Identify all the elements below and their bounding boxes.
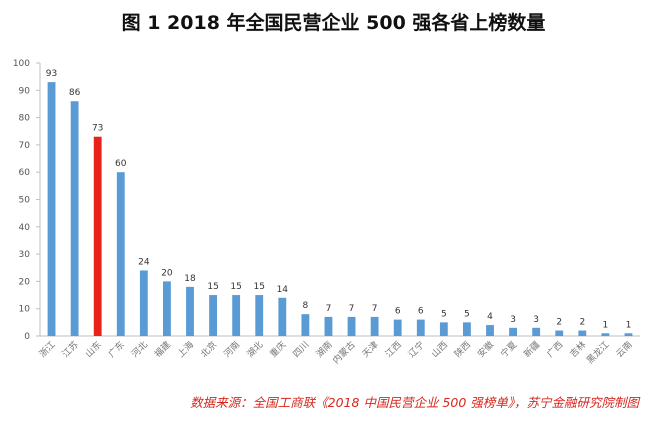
bar <box>139 270 148 336</box>
bar-value-label: 15 <box>207 282 218 292</box>
bar-value-label: 2 <box>556 318 562 328</box>
bar-value-label: 15 <box>254 282 265 292</box>
x-tick-label: 江苏 <box>60 339 81 360</box>
bar <box>324 316 333 336</box>
bar-value-label: 73 <box>92 124 103 134</box>
axes: 0 10 20 30 40 50 60 70 80 90 100 <box>13 59 640 342</box>
bar <box>393 319 402 336</box>
x-tick-label: 广东 <box>106 339 127 360</box>
bar-value-label: 24 <box>138 257 150 267</box>
bar <box>439 322 448 336</box>
bar-value-label: 1 <box>603 320 609 330</box>
bar-value-label: 6 <box>418 307 424 317</box>
y-tick-label: 80 <box>19 114 31 124</box>
x-tick-label: 天津 <box>360 339 381 360</box>
x-tick-label: 山西 <box>429 339 450 360</box>
x-tick-label: 吉林 <box>567 339 588 360</box>
bar <box>232 295 241 336</box>
bar <box>555 330 564 336</box>
y-tick-label: 60 <box>19 168 31 178</box>
bar <box>578 330 587 336</box>
bar <box>186 286 194 336</box>
bar <box>93 136 102 336</box>
bar <box>486 325 494 336</box>
bar <box>163 281 171 336</box>
x-tick-label: 陕西 <box>452 339 473 360</box>
x-tick-label: 北京 <box>198 339 219 360</box>
y-tick-label: 40 <box>19 223 31 233</box>
x-tick-label: 浙江 <box>36 339 57 360</box>
bar <box>370 316 379 336</box>
x-tick-label: 江西 <box>383 339 404 360</box>
bar-value-label: 7 <box>326 304 332 314</box>
bar-value-label: 3 <box>533 315 539 325</box>
bar <box>601 333 610 336</box>
source-note: 数据来源：全国工商联《2018 中国民营企业 500 强榜单》，苏宁金融研究院制… <box>190 395 639 410</box>
bar-value-label: 3 <box>510 315 516 325</box>
y-tick-label: 100 <box>13 59 30 69</box>
bar-value-label: 7 <box>349 304 355 314</box>
x-tick-label: 湖北 <box>245 339 266 360</box>
x-tick-label: 云南 <box>613 339 634 360</box>
y-tick-label: 30 <box>19 250 31 260</box>
labels: 93浙江86江苏73山东60广东24河北20福建18上海15北京15河南15湖北… <box>36 69 634 366</box>
y-tick-label: 50 <box>19 196 31 206</box>
bar <box>624 333 633 336</box>
bar <box>255 295 264 336</box>
x-tick-label: 四川 <box>292 340 312 360</box>
y-tick-label: 90 <box>19 86 31 96</box>
bar-value-label: 2 <box>579 318 585 328</box>
x-tick-label: 辽宁 <box>406 339 427 360</box>
y-tick-label: 10 <box>19 305 31 315</box>
bar <box>116 172 125 336</box>
bar <box>532 327 541 336</box>
bar-value-label: 4 <box>487 312 493 322</box>
bar <box>70 101 79 336</box>
x-tick-label: 河南 <box>221 339 242 360</box>
bar-value-label: 60 <box>115 159 127 169</box>
bar <box>209 295 217 336</box>
bar-value-label: 86 <box>69 88 81 98</box>
bar <box>278 297 287 336</box>
chart-title: 图 1 2018 年全国民营企业 500 强各省上榜数量 <box>121 12 546 34</box>
x-tick-label: 福建 <box>152 339 173 360</box>
bar <box>47 82 56 336</box>
x-tick-label: 黑龙江 <box>584 339 612 367</box>
bar-value-label: 6 <box>395 307 401 317</box>
x-tick-label: 上海 <box>175 339 196 360</box>
bar-value-label: 18 <box>184 274 196 284</box>
y-tick-label: 0 <box>24 332 30 342</box>
y-tick-label: 70 <box>19 141 31 151</box>
bar <box>347 316 356 336</box>
bar-value-label: 5 <box>441 309 447 319</box>
bar <box>463 322 471 336</box>
bar-value-label: 5 <box>464 309 470 319</box>
bar <box>416 319 425 336</box>
x-tick-label: 新疆 <box>521 339 542 360</box>
x-tick-label: 湖南 <box>313 339 334 360</box>
x-tick-label: 河北 <box>129 339 150 360</box>
x-tick-label: 内蒙古 <box>330 339 358 367</box>
bar-value-label: 1 <box>626 320 632 330</box>
bar-value-label: 8 <box>303 301 309 311</box>
y-tick-label: 20 <box>19 277 31 287</box>
bar-value-label: 20 <box>161 268 173 278</box>
x-tick-label: 山东 <box>83 339 104 360</box>
x-tick-label: 重庆 <box>267 339 288 360</box>
x-tick-label: 宁夏 <box>498 339 519 360</box>
bar-value-label: 14 <box>277 285 289 295</box>
x-tick-label: 安徽 <box>475 339 496 360</box>
x-tick-label: 广西 <box>544 339 565 360</box>
bar-value-label: 7 <box>372 304 378 314</box>
bar-value-label: 93 <box>46 69 57 79</box>
bar <box>509 327 517 336</box>
bars <box>47 82 633 336</box>
bar <box>301 314 310 336</box>
bar-value-label: 15 <box>230 282 241 292</box>
